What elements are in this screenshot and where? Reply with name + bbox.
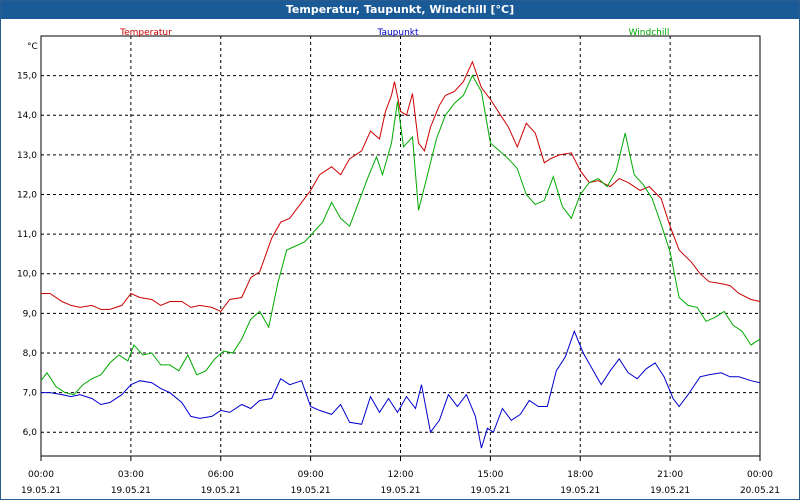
y-tick-label-4: 10,0 — [17, 270, 37, 280]
legend: Temperatur Taupunkt Windchill — [119, 28, 669, 38]
x-tick-time-6: 18:00 — [567, 470, 593, 480]
y-tick-label-1: 7,0 — [23, 389, 38, 399]
window-title: Temperatur, Taupunkt, Windchill [°C] — [1, 1, 799, 19]
legend-taupunkt: Taupunkt — [376, 28, 419, 38]
x-tick-date-4: 19.05.21 — [380, 486, 420, 496]
y-tick-label-9: 15,0 — [17, 72, 37, 82]
y-tick-label-7: 13,0 — [17, 151, 37, 161]
grid-lines — [41, 36, 760, 456]
x-tick-time-2: 06:00 — [208, 470, 234, 480]
y-tick-label-5: 11,0 — [17, 230, 37, 240]
y-tick-label-2: 8,0 — [23, 349, 38, 359]
x-tick-date-5: 19.05.21 — [470, 486, 510, 496]
plot-border — [40, 35, 761, 457]
x-tick-date-3: 19.05.21 — [291, 486, 331, 496]
y-tick-label-3: 9,0 — [23, 309, 38, 319]
legend-temperatur: Temperatur — [119, 28, 172, 38]
series-line-taupunkt — [41, 329, 761, 449]
y-tick-labels: 6,0 7,0 8,0 9,0 10,0 11,0 12,0 13,0 14,0 15,0 — [17, 72, 37, 439]
x-tick-time-1: 03:00 — [118, 470, 144, 480]
legend-windchill: Windchill — [629, 28, 670, 38]
x-tick-labels: 00:00 19.05.21 03:00 19.05.21 06:00 19.05.21 0… — [21, 470, 780, 496]
x-tick-time-7: 21:00 — [657, 470, 683, 480]
x-tick-time-3: 09:00 — [298, 470, 324, 480]
x-tick-date-2: 19.05.21 — [201, 486, 241, 496]
x-tick-time-0: 00:00 — [28, 470, 54, 480]
y-axis-unit: °C — [27, 42, 38, 52]
y-tick-label-0: 6,0 — [23, 428, 38, 438]
series-line-windchill — [40, 74, 761, 396]
x-tick-time-8: 00:00 — [747, 470, 773, 480]
x-tick-time-5: 15:00 — [477, 470, 503, 480]
series-lines — [40, 60, 761, 449]
x-tick-date-7: 19.05.21 — [650, 486, 690, 496]
axes — [40, 35, 761, 461]
series-line-temperatur — [41, 60, 761, 313]
x-tick-date-6: 19.05.21 — [560, 486, 600, 496]
y-tick-label-6: 12,0 — [17, 190, 37, 200]
y-tick-label-8: 14,0 — [17, 111, 37, 121]
x-tick-time-4: 12:00 — [388, 470, 414, 480]
x-tick-date-1: 19.05.21 — [111, 486, 151, 496]
x-tick-date-8: 20.05.21 — [740, 486, 780, 496]
x-tick-date-0: 19.05.21 — [21, 486, 61, 496]
